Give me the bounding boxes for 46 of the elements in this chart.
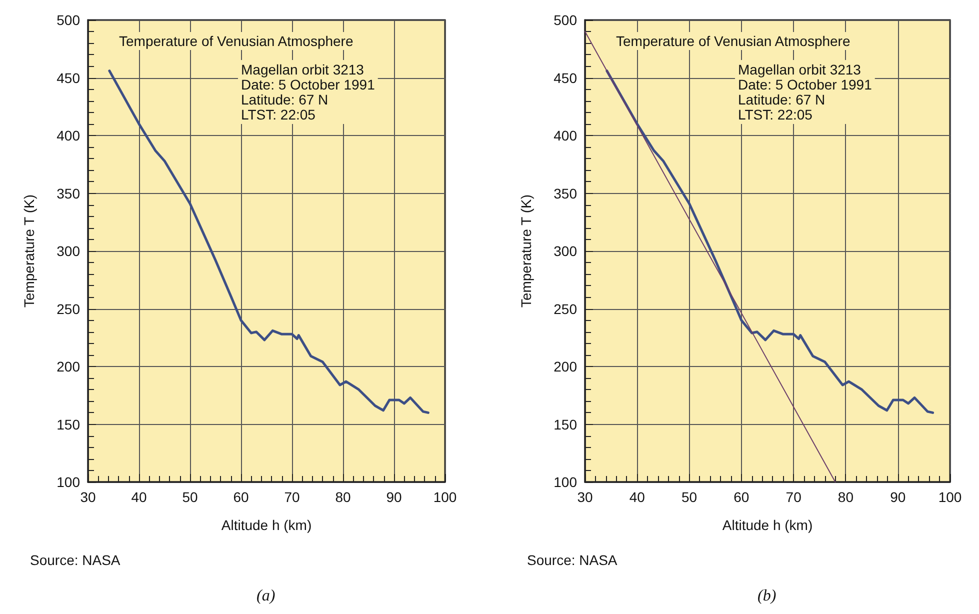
y-tick-label: 350 <box>56 185 80 202</box>
y-tick-label: 450 <box>56 70 80 86</box>
y-tick-label: 200 <box>56 358 80 374</box>
y-tick-label: 350 <box>554 185 578 202</box>
x-tick-label: 80 <box>838 489 854 505</box>
y-tick-label: 200 <box>554 358 578 374</box>
text: Temperature of Venusian Atmosphere <box>616 33 850 49</box>
source-note: Source: NASA <box>30 552 121 568</box>
y-tick-label: 250 <box>554 300 578 317</box>
y-tick-label: 500 <box>554 12 578 28</box>
y-tick-label: 100 <box>554 474 578 490</box>
x-tick-label: 30 <box>80 489 96 505</box>
x-axis-title: Altitude h (km) <box>221 517 312 533</box>
x-tick-label: 50 <box>681 489 698 505</box>
y-tick-label: 250 <box>56 300 80 317</box>
y-tick-label: 400 <box>554 128 578 144</box>
y-tick-label: 150 <box>554 416 578 432</box>
text: (b) <box>758 588 776 604</box>
x-tick-label: 60 <box>734 489 750 505</box>
x-tick-label: 80 <box>335 489 351 505</box>
y-tick-label: 150 <box>56 416 80 432</box>
x-tick-label: 50 <box>182 489 198 505</box>
y-axis-title: Temperature T (K) <box>21 194 37 308</box>
x-tick-label: 30 <box>577 489 593 505</box>
y-axis-title: Temperature T (K) <box>518 194 534 308</box>
x-tick-label: 90 <box>890 489 906 505</box>
annotation: Magellan orbit 3213 Date: 5 October 1991 Latitude: 67 N LTST: 22:05 <box>738 62 872 122</box>
y-tick-label: 400 <box>56 128 80 144</box>
y-tick-label: 450 <box>554 70 578 86</box>
x-tick-label: 70 <box>284 489 300 505</box>
x-tick-label: 100 <box>433 489 457 505</box>
text: (a) <box>256 588 276 604</box>
y-tick-label: 500 <box>56 12 80 28</box>
x-tick-label: 70 <box>786 489 802 505</box>
x-tick-label: 100 <box>938 489 962 505</box>
x-tick-label: 60 <box>233 489 249 505</box>
text: Temperature of Venusian Atmosphere <box>119 33 354 49</box>
y-tick-label: 300 <box>554 243 578 259</box>
x-tick-label: 90 <box>386 489 402 505</box>
x-tick-label: 40 <box>131 489 147 505</box>
y-tick-label: 100 <box>56 474 80 490</box>
y-tick-label: 300 <box>56 243 80 259</box>
x-tick-label: 40 <box>629 489 646 505</box>
annotation: Magellan orbit 3213 Date: 5 October 1991 Latitude: 67 N LTST: 22:05 <box>241 62 376 122</box>
source-note: Source: NASA <box>527 552 618 568</box>
x-axis-title: Altitude h (km) <box>722 517 813 533</box>
